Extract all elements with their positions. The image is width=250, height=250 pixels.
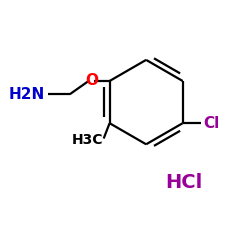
Text: H2N: H2N <box>8 87 44 102</box>
Text: Cl: Cl <box>203 116 220 131</box>
Text: HCl: HCl <box>165 173 202 192</box>
Text: H3C: H3C <box>72 133 103 147</box>
Text: O: O <box>85 74 98 88</box>
